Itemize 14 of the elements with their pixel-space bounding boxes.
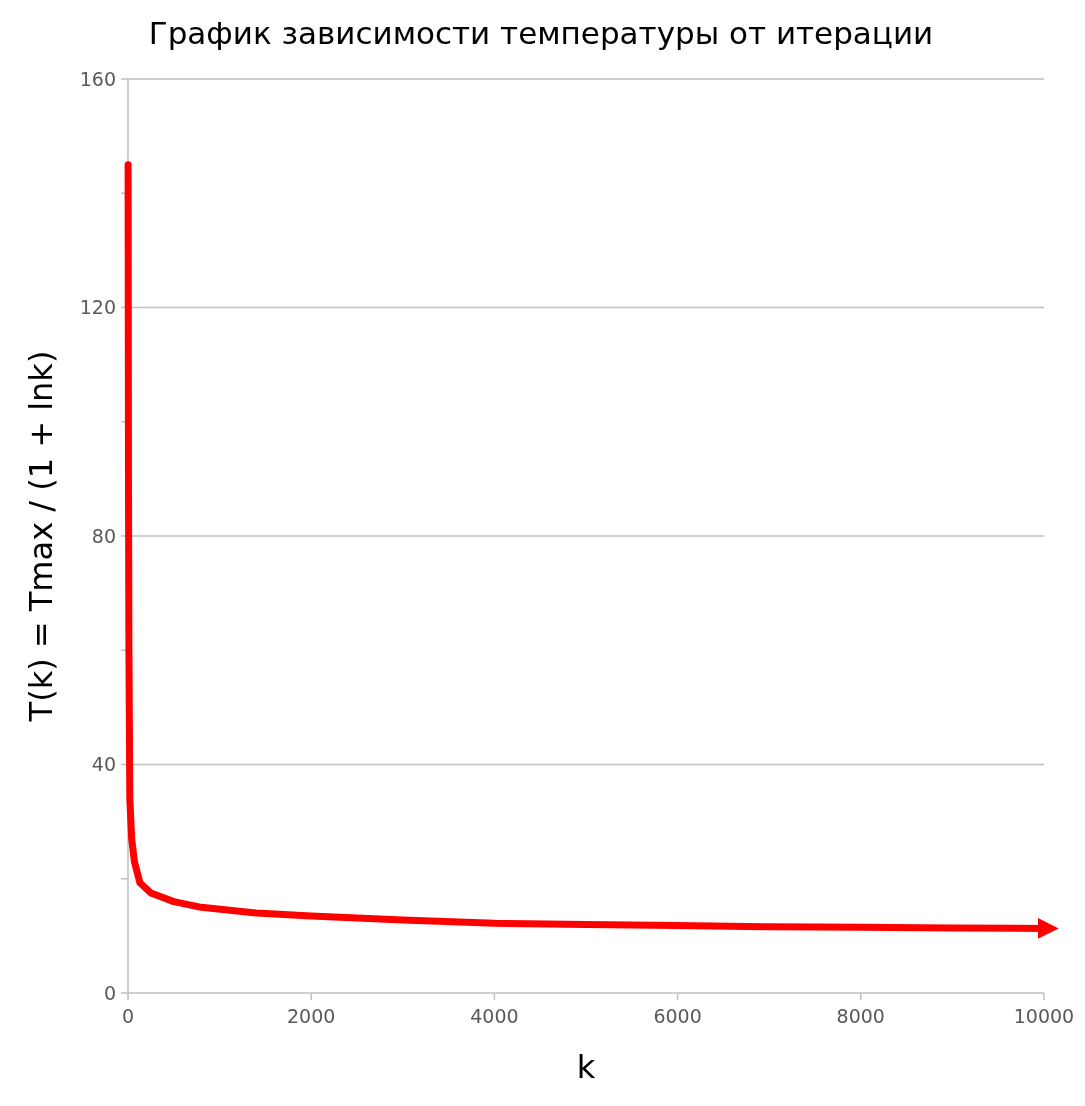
y-tick-label: 160: [79, 67, 116, 90]
x-tick-label: 0: [121, 1005, 135, 1027]
y-axis-title: T(k) = Tmax / (1 + lnk): [22, 350, 60, 723]
x-tick-label: 2000: [287, 1005, 336, 1027]
x-tick-label: 4000: [470, 1005, 519, 1027]
chart-title: График зависимости температуры от итерации: [148, 15, 934, 51]
y-tick-label: 0: [103, 981, 116, 1004]
x-tick-label: 6000: [653, 1005, 702, 1027]
y-tick-label: 120: [79, 296, 116, 319]
x-axis-title: k: [576, 1048, 596, 1086]
y-tick-label: 80: [91, 524, 116, 547]
x-tick-label: 8000: [836, 1005, 885, 1027]
y-tick-label: 40: [91, 753, 116, 776]
x-tick-label: 10000: [1013, 1005, 1075, 1027]
